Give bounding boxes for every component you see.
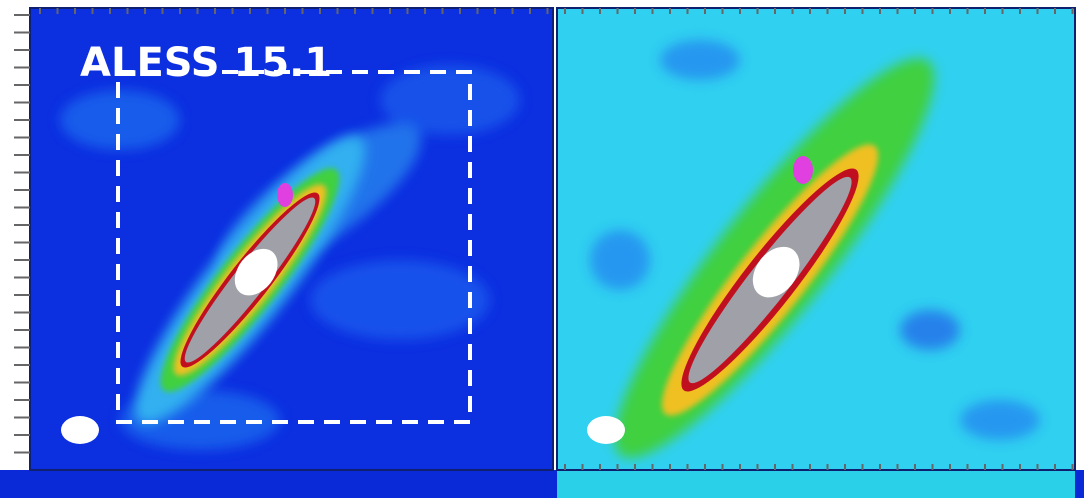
source-label: ALESS 15.1	[80, 40, 332, 86]
next-row-right	[557, 470, 1075, 498]
figure: ALESS 15.1	[0, 0, 1084, 498]
right-map	[557, 8, 1075, 489]
